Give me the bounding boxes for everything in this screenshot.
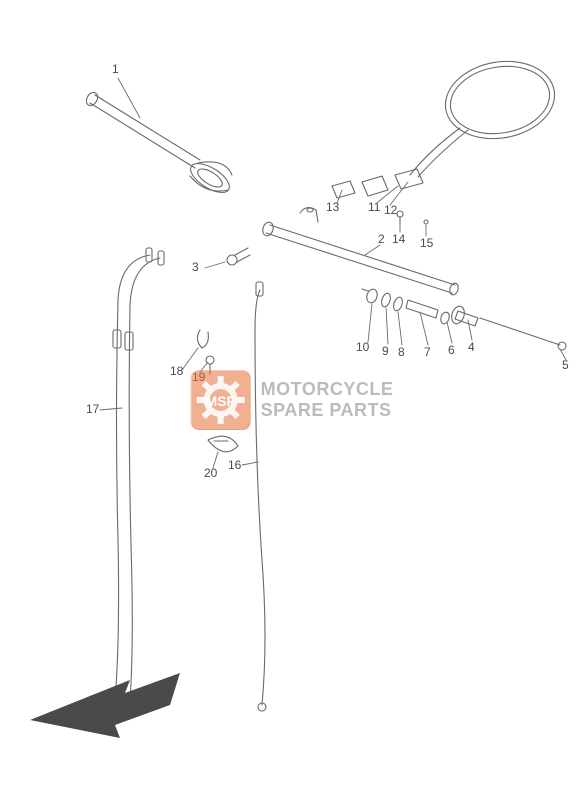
- callout-6: 6: [448, 343, 455, 357]
- callout-9: 9: [382, 344, 389, 358]
- part-20-clip: [208, 436, 238, 452]
- diagram-canvas: 1 2 3 4 5 6 7 8 9 10 11 12 13 14 15 16 1…: [0, 0, 584, 800]
- callout-13: 13: [326, 200, 339, 214]
- callout-18: 18: [170, 364, 183, 378]
- part-16-cable: [255, 282, 266, 711]
- callout-20: 20: [204, 466, 217, 480]
- mirror-assembly: [332, 53, 561, 225]
- part-18-19: [197, 330, 214, 374]
- bar-end-stack: [362, 288, 566, 350]
- part-2-right-bar: [261, 208, 460, 296]
- part-3-bolt: [227, 248, 250, 265]
- callout-11: 11: [368, 200, 380, 214]
- handlebar-diagram-svg: [0, 0, 584, 800]
- callout-5: 5: [562, 358, 569, 372]
- callout-16: 16: [228, 458, 241, 472]
- callout-7: 7: [424, 345, 431, 359]
- callout-4: 4: [468, 340, 475, 354]
- callout-1: 1: [112, 62, 119, 76]
- callout-10: 10: [356, 340, 369, 354]
- callout-2: 2: [378, 232, 385, 246]
- part-1-left-bar: [84, 90, 234, 198]
- callout-17: 17: [86, 402, 99, 416]
- callout-8: 8: [398, 345, 405, 359]
- direction-arrow: [30, 673, 180, 738]
- callout-3: 3: [192, 260, 199, 274]
- callout-14: 14: [392, 232, 405, 246]
- callout-12: 12: [384, 203, 397, 217]
- callout-15: 15: [420, 236, 433, 250]
- callout-19: 19: [192, 370, 205, 384]
- part-17-throttle-cables: [111, 248, 164, 708]
